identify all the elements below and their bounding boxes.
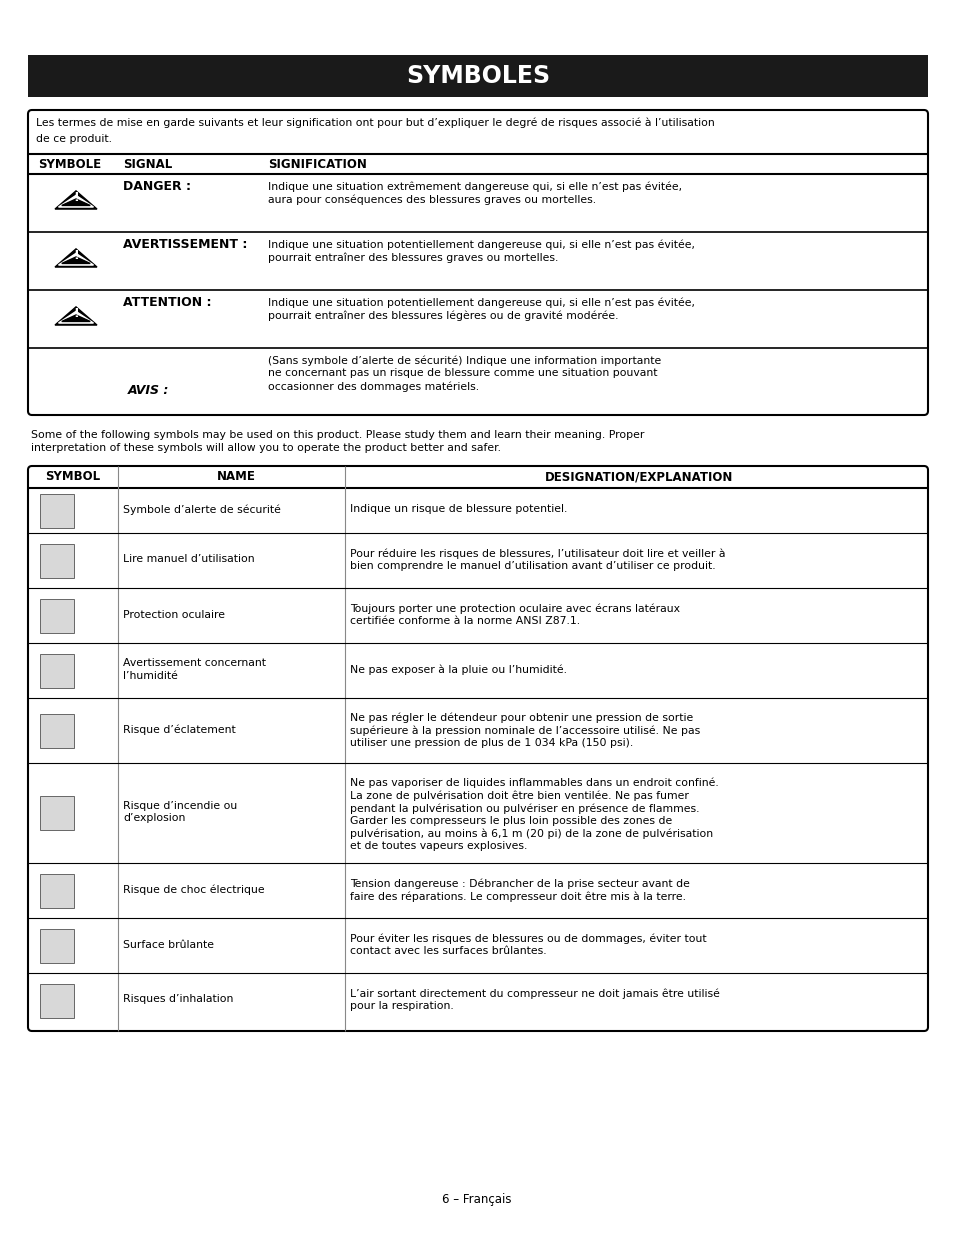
- Text: Indique un risque de blessure potentiel.: Indique un risque de blessure potentiel.: [350, 505, 567, 515]
- Polygon shape: [55, 306, 97, 325]
- Polygon shape: [62, 199, 91, 205]
- Text: !: !: [73, 249, 79, 263]
- Text: Ne pas vaporiser de liquides inflammables dans un endroit confiné.
La zone de pu: Ne pas vaporiser de liquides inflammable…: [350, 777, 718, 851]
- Text: Pour réduire les risques de blessures, l’utilisateur doit lire et veiller à
bien: Pour réduire les risques de blessures, l…: [350, 548, 724, 572]
- Text: Risque d’incendie ou
d’explosion: Risque d’incendie ou d’explosion: [123, 802, 237, 824]
- Bar: [40, 599, 74, 632]
- Polygon shape: [55, 249, 97, 267]
- FancyBboxPatch shape: [28, 110, 927, 415]
- Bar: [40, 543, 74, 578]
- FancyBboxPatch shape: [28, 466, 927, 1031]
- Text: Indique une situation extrêmement dangereuse qui, si elle n’est pas évitée,
aura: Indique une situation extrêmement danger…: [268, 182, 681, 205]
- Text: Avertissement concernant
l’humidité: Avertissement concernant l’humidité: [123, 658, 266, 680]
- Text: SIGNAL: SIGNAL: [123, 158, 172, 170]
- Text: Ne pas régler le détendeur pour obtenir une pression de sortie
supérieure à la p: Ne pas régler le détendeur pour obtenir …: [350, 713, 700, 748]
- Text: AVERTISSEMENT :: AVERTISSEMENT :: [123, 238, 247, 251]
- Text: ATTENTION :: ATTENTION :: [123, 296, 212, 309]
- Text: L’air sortant directement du compresseur ne doit jamais être utilisé
pour la res: L’air sortant directement du compresseur…: [350, 988, 720, 1011]
- Bar: [40, 797, 74, 830]
- Polygon shape: [62, 257, 91, 263]
- Text: DANGER :: DANGER :: [123, 180, 191, 193]
- Text: SYMBOLES: SYMBOLES: [406, 64, 550, 88]
- Text: Some of the following symbols may be used on this product. Please study them and: Some of the following symbols may be use…: [30, 430, 643, 453]
- Bar: [40, 929, 74, 962]
- Text: 6 – Français: 6 – Français: [442, 1193, 511, 1207]
- Polygon shape: [55, 191, 97, 209]
- Text: Ne pas exposer à la pluie ou l’humidité.: Ne pas exposer à la pluie ou l’humidité.: [350, 664, 566, 676]
- Text: Risques d’inhalation: Risques d’inhalation: [123, 994, 233, 1004]
- Text: Toujours porter une protection oculaire avec écrans latéraux
certifiée conforme : Toujours porter une protection oculaire …: [350, 604, 679, 626]
- Text: AVIS :: AVIS :: [128, 384, 170, 396]
- Bar: [40, 983, 74, 1018]
- Text: DESIGNATION/EXPLANATION: DESIGNATION/EXPLANATION: [544, 471, 733, 483]
- Bar: [40, 873, 74, 908]
- Bar: [40, 714, 74, 747]
- Polygon shape: [58, 195, 93, 207]
- Text: !: !: [73, 308, 79, 320]
- Text: Tension dangereuse : Débrancher de la prise secteur avant de
faire des réparatio: Tension dangereuse : Débrancher de la pr…: [350, 878, 689, 902]
- Text: Les termes de mise en garde suivants et leur signification ont pour but d’expliq: Les termes de mise en garde suivants et …: [36, 119, 714, 128]
- Polygon shape: [58, 311, 93, 324]
- Text: !: !: [73, 191, 79, 205]
- Bar: [28, 56, 927, 98]
- Polygon shape: [58, 253, 93, 266]
- Text: Pour éviter les risques de blessures ou de dommages, éviter tout
contact avec le: Pour éviter les risques de blessures ou …: [350, 934, 706, 956]
- Text: (Sans symbole d’alerte de sécurité) Indique une information importante
ne concer: (Sans symbole d’alerte de sécurité) Indi…: [268, 354, 660, 391]
- Text: Protection oculaire: Protection oculaire: [123, 610, 225, 620]
- Text: SIGNIFICATION: SIGNIFICATION: [268, 158, 367, 170]
- Text: Indique une situation potentiellement dangereuse qui, si elle n’est pas évitée,
: Indique une situation potentiellement da…: [268, 240, 695, 263]
- Text: SYMBOL: SYMBOL: [46, 471, 100, 483]
- Text: SYMBOLE: SYMBOLE: [38, 158, 101, 170]
- Text: Indique une situation potentiellement dangereuse qui, si elle n’est pas évitée,
: Indique une situation potentiellement da…: [268, 296, 695, 321]
- Text: Risque de choc électrique: Risque de choc électrique: [123, 884, 264, 895]
- Text: de ce produit.: de ce produit.: [36, 135, 112, 144]
- Text: Lire manuel d’utilisation: Lire manuel d’utilisation: [123, 555, 254, 564]
- Polygon shape: [62, 315, 91, 321]
- Bar: [40, 494, 74, 527]
- Bar: [40, 653, 74, 688]
- Text: Risque d’éclatement: Risque d’éclatement: [123, 725, 235, 735]
- Text: Surface brûlante: Surface brûlante: [123, 940, 213, 950]
- Text: NAME: NAME: [217, 471, 255, 483]
- Text: Symbole d’alerte de sécurité: Symbole d’alerte de sécurité: [123, 505, 280, 515]
